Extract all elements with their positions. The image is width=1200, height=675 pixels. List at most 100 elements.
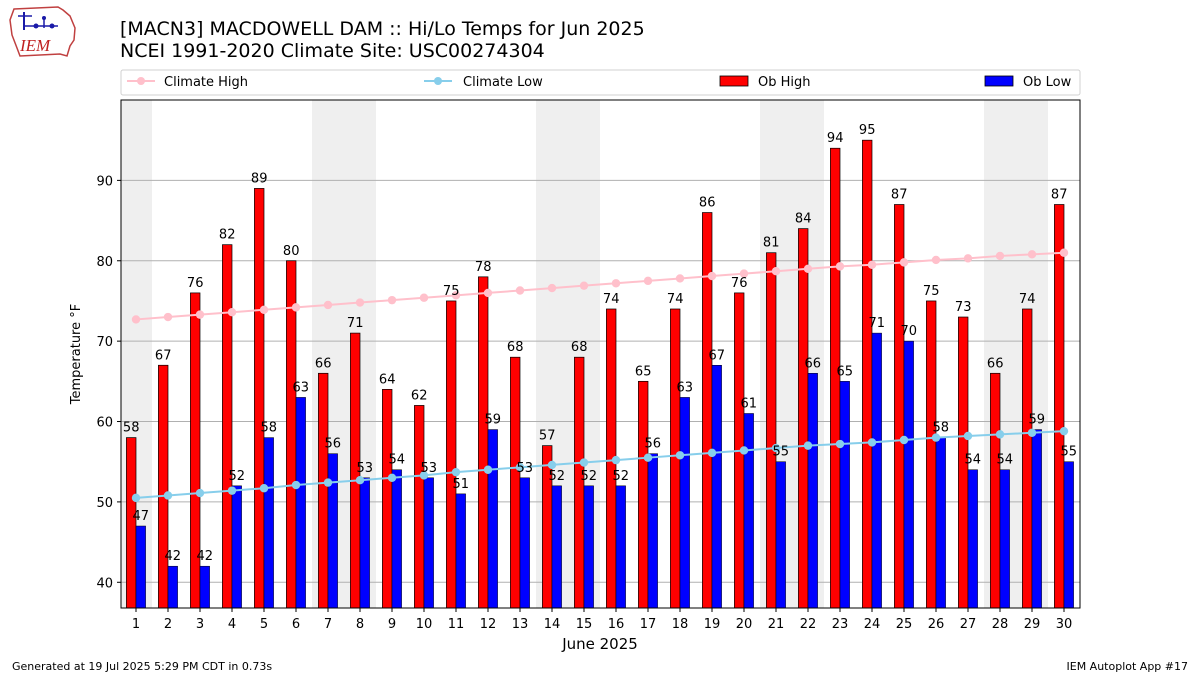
ob-high-bar-day-29 [1022, 308, 1033, 609]
climate-low-point-day-23 [835, 439, 845, 449]
ob-high-label-day-24: 95 [859, 123, 876, 138]
x-tick-label-day-11: 11 [448, 617, 465, 632]
ob-high-label-day-14: 57 [539, 429, 556, 444]
climate-lines [131, 248, 1069, 503]
ob-low-label-day-11: 51 [453, 477, 470, 492]
climate-low-point-day-5 [259, 484, 269, 493]
ob-high-label-day-18: 74 [667, 292, 684, 307]
x-tick-label-day-5: 5 [260, 617, 268, 632]
ob-low-bar-day-24 [871, 332, 882, 609]
ob-low-label-day-25: 70 [901, 324, 918, 339]
gridlines [121, 179, 1080, 583]
climate-high-point-day-18 [675, 274, 685, 283]
climate-high-point-day-9 [387, 295, 397, 305]
climate-high-line [135, 251, 1065, 321]
climate-high-point-day-25 [899, 258, 909, 267]
x-tick-label-day-19: 19 [704, 617, 721, 632]
ob-low-label-day-4: 52 [229, 469, 246, 484]
ob-high-bar-day-7 [318, 372, 329, 609]
ob-high-label-day-25: 87 [891, 187, 908, 202]
ob-low-bar-day-30 [1063, 461, 1074, 609]
climate-high-point-day-24 [867, 260, 877, 269]
x-tick-label-day-15: 15 [576, 617, 593, 632]
ob-high-bar-day-12 [478, 276, 489, 609]
legend-item-climate-low: Climate Low [424, 75, 543, 90]
ob-low-label-day-24: 71 [869, 316, 886, 331]
climate-high-point-day-20 [739, 269, 749, 278]
ob-low-label-day-3: 42 [197, 549, 214, 564]
ob-high-label-day-21: 81 [763, 236, 780, 251]
climate-high-point-day-1 [131, 315, 141, 324]
climate-high-point-day-26 [931, 255, 941, 265]
ob-low-bar-day-17 [647, 453, 658, 609]
ob-low-bar-day-29 [1031, 429, 1042, 609]
x-tick-label-day-20: 20 [736, 617, 753, 632]
x-tick-label-day-8: 8 [356, 617, 364, 632]
climate-high-point-day-11 [451, 291, 461, 300]
climate-high-point-day-10 [419, 293, 429, 302]
climate-high-point-day-16 [611, 279, 621, 288]
ob-low-bar-day-10 [423, 477, 434, 609]
ob-high-label-day-28: 66 [987, 356, 1004, 371]
ob-low-bar-day-1 [135, 525, 146, 609]
climate-high-point-day-3 [195, 310, 205, 319]
ob-low-bar-day-3 [199, 565, 210, 609]
x-tick-label-day-14: 14 [544, 617, 561, 632]
x-tick-label-day-4: 4 [228, 617, 236, 632]
ob-high-label-day-19: 86 [699, 196, 716, 211]
ob-low-label-day-29: 59 [1029, 413, 1046, 428]
ob-low-label-day-10: 53 [421, 461, 438, 476]
legend-item-ob-high: Ob High [719, 75, 811, 90]
ob-high-bar-day-26 [926, 300, 937, 609]
ob-high-label-day-27: 73 [955, 300, 972, 315]
ob-low-label-day-26: 58 [933, 421, 950, 436]
climate-low-point-day-15 [579, 458, 589, 467]
ob-low-bar-day-13 [519, 477, 530, 609]
legend-label-ob-low: Ob Low [1023, 75, 1072, 90]
climate-low-point-day-11 [451, 467, 461, 477]
x-tick-label-day-9: 9 [388, 617, 396, 632]
x-tick-label-day-28: 28 [992, 617, 1009, 632]
climate-low-point-day-8 [355, 475, 365, 485]
climate-high-point-day-17 [643, 276, 653, 286]
x-tick-label-day-13: 13 [512, 617, 529, 632]
ob-high-bar-day-30 [1054, 204, 1065, 609]
climate-high-point-day-8 [355, 298, 365, 307]
climate-low-point-day-19 [707, 448, 717, 458]
ob-high-bar-day-28 [990, 372, 1001, 609]
ob-high-bar-day-11 [446, 300, 457, 609]
footer-generated: Generated at 19 Jul 2025 5:29 PM CDT in … [12, 660, 272, 673]
ob-high-label-day-23: 94 [827, 131, 844, 146]
climate-low-point-day-13 [515, 463, 525, 472]
chart-title: [MACN3] MACDOWELL DAM :: Hi/Lo Temps for… [120, 18, 645, 40]
ob-low-bar-day-8 [359, 477, 370, 609]
climate-low-point-day-27 [963, 431, 973, 441]
ob-low-bar-day-27 [967, 469, 978, 609]
climate-low-point-day-14 [547, 460, 557, 470]
ob-low-label-day-7: 56 [325, 437, 342, 452]
climate-high-point-day-15 [579, 281, 589, 290]
ob-high-label-day-8: 71 [347, 316, 364, 331]
ob-low-label-day-15: 52 [581, 469, 598, 484]
ob-high-label-day-11: 75 [443, 284, 460, 299]
x-tick-label-day-16: 16 [608, 617, 625, 632]
x-tick-label-day-23: 23 [832, 617, 849, 632]
ob-low-label-day-21: 55 [773, 445, 790, 460]
ob-low-label-day-5: 58 [261, 421, 278, 436]
ob-high-label-day-29: 74 [1019, 292, 1036, 307]
climate-low-point-day-29 [1027, 428, 1037, 437]
ob-high-bar-day-13 [510, 356, 521, 609]
ob-low-label-day-9: 54 [389, 453, 406, 468]
ob-high-label-day-5: 89 [251, 171, 268, 186]
ob-low-label-day-27: 54 [965, 453, 982, 468]
ob-low-bar-day-16 [615, 485, 626, 609]
climate-low-point-day-25 [899, 435, 909, 445]
ob-high-label-day-10: 62 [411, 388, 428, 403]
climate-high-point-day-21 [771, 267, 781, 276]
climate-high-point-day-6 [291, 303, 301, 312]
x-tick-label-day-30: 30 [1056, 617, 1073, 632]
climate-low-line [135, 430, 1065, 499]
ob-high-label-day-13: 68 [507, 340, 524, 355]
footer-app: IEM Autoplot App #17 [1067, 660, 1189, 673]
